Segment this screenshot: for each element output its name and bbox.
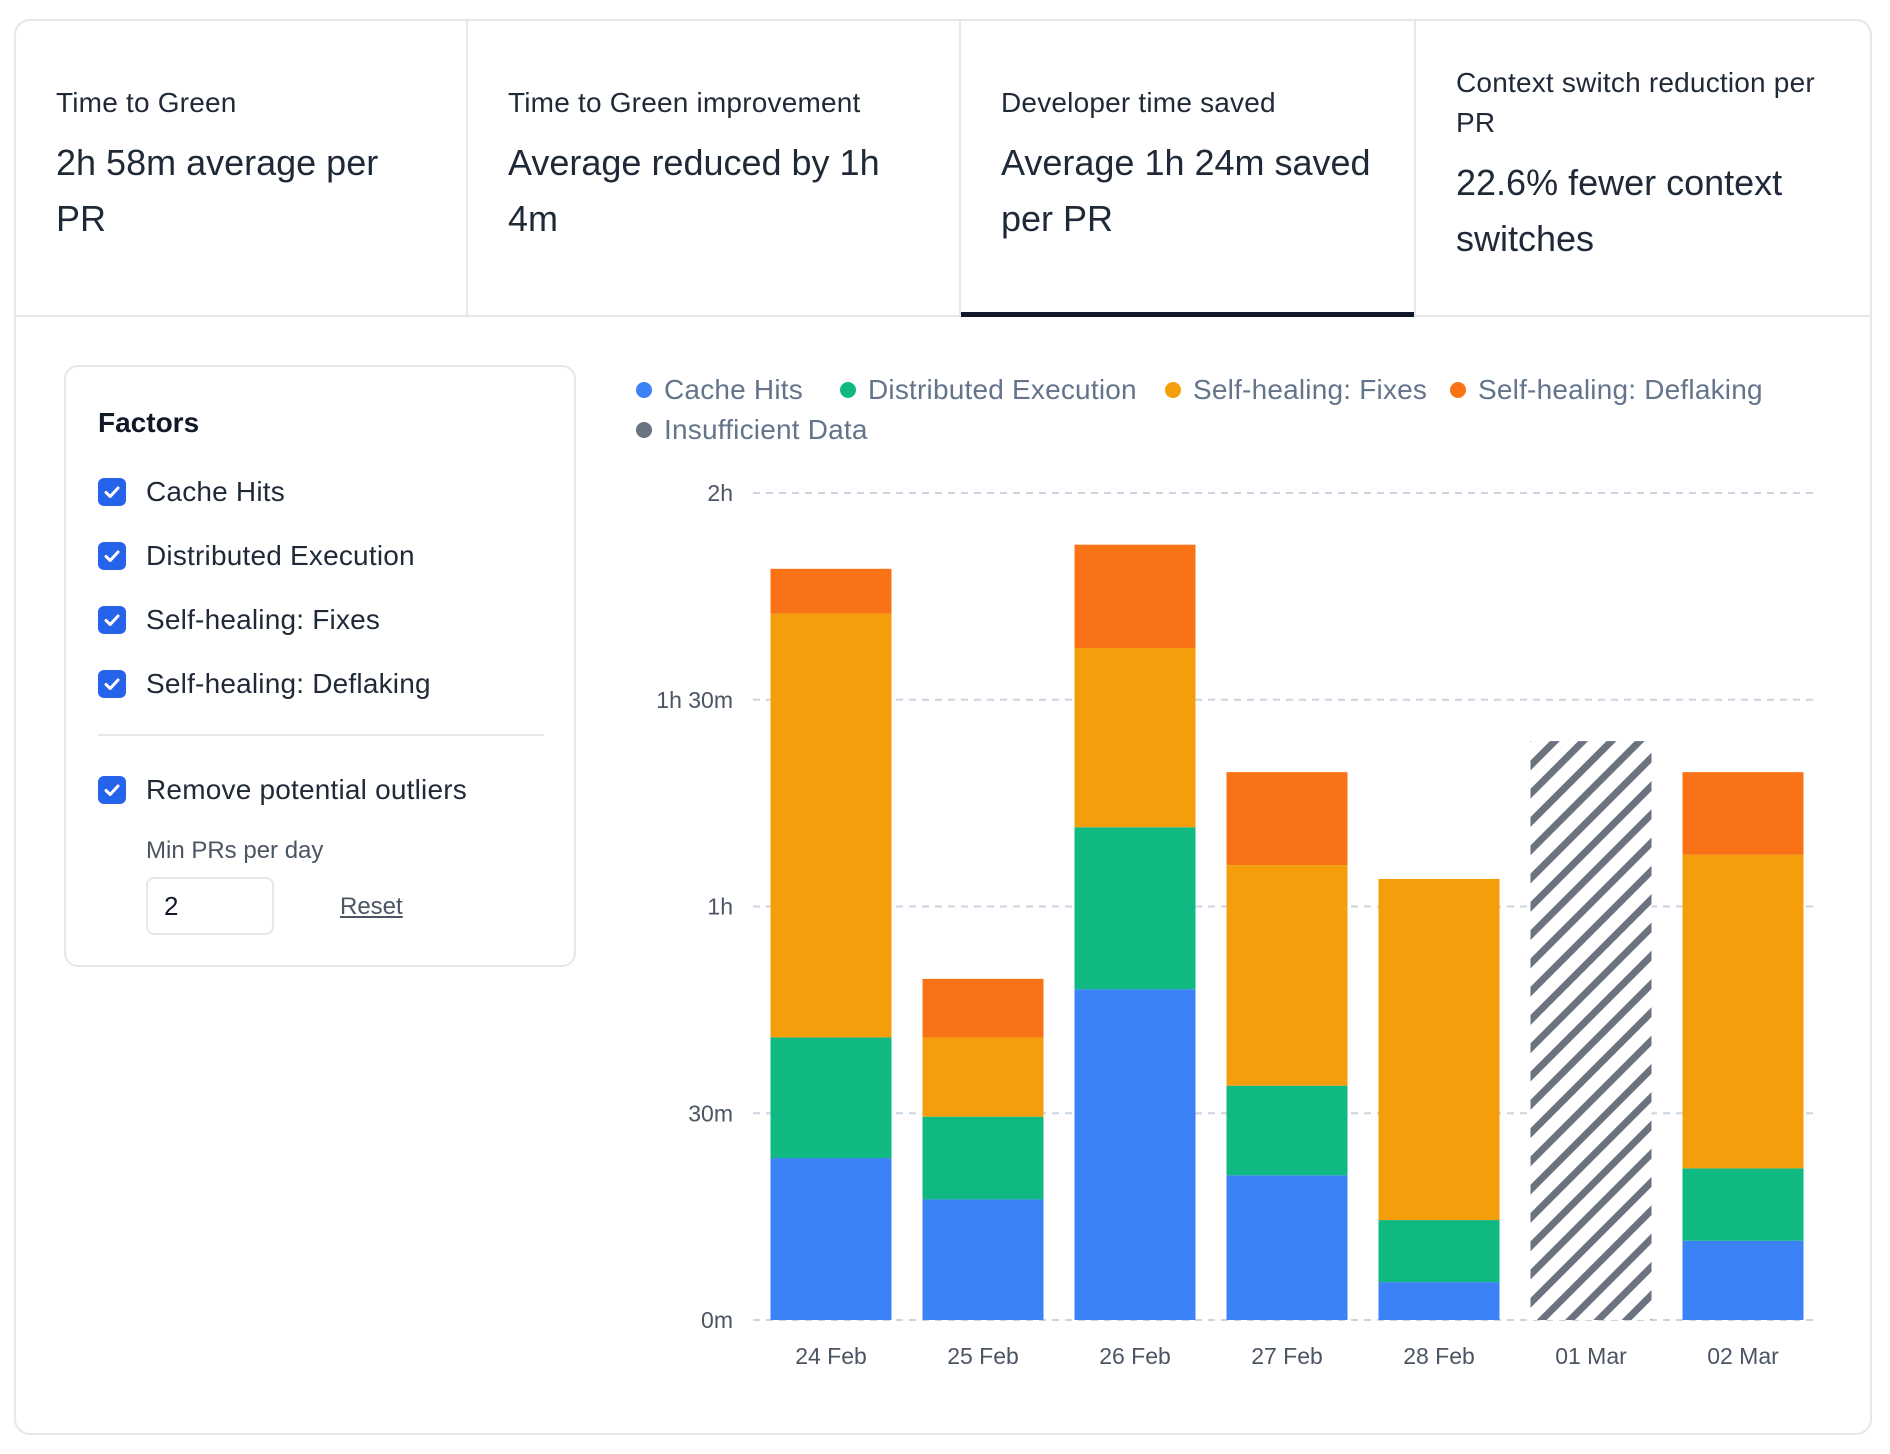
legend-dot [1165,382,1181,398]
legend-dot [840,382,856,398]
bar-segment-distributed-execution[interactable] [1074,827,1196,990]
bar-segment-cache-hits[interactable] [1682,1240,1804,1320]
factors-title: Factors [98,407,200,438]
factor-self-healing-deflaking[interactable]: Self-healing: Deflaking [98,664,431,704]
bar-segment-self-healing-fixes[interactable] [1682,854,1804,1169]
check-icon[interactable] [98,542,126,570]
factor-distributed-execution[interactable]: Distributed Execution [98,536,415,576]
tab-label: Developer time saved [1001,87,1276,118]
check-icon[interactable] [98,776,126,804]
tab-time-to-green[interactable]: Time to Green 2h 58m average per PR [16,21,468,315]
bar-segment-distributed-execution[interactable] [1226,1085,1348,1176]
remove-outliers-checkbox[interactable]: Remove potential outliers [98,770,467,810]
x-tick-label: 26 Feb [1099,1343,1171,1369]
bar-segment-self-healing-fixes[interactable] [1226,865,1348,1086]
checkbox-label: Cache Hits [146,476,285,507]
bar-segment-cache-hits[interactable] [770,1158,892,1320]
min-prs-input[interactable]: 2 [146,877,274,935]
bar-segment-self-healing-deflaking[interactable] [770,568,892,614]
bar-segment-distributed-execution[interactable] [1682,1168,1804,1241]
x-tick-label: 25 Feb [947,1343,1019,1369]
reset-link[interactable]: Reset [340,893,403,920]
x-tick-label: 28 Feb [1403,1343,1475,1369]
bar-segment-distributed-execution[interactable] [922,1116,1044,1200]
check-icon[interactable] [98,478,126,506]
y-tick-label: 1h [707,894,733,920]
y-tick-label: 2h [707,480,733,506]
x-tick-label: 24 Feb [795,1343,867,1369]
checkbox-label: Distributed Execution [146,540,415,571]
bar-segment-insufficient-data[interactable] [1530,741,1652,1320]
bar-segment-self-healing-fixes[interactable] [1378,878,1500,1221]
bar-segment-self-healing-deflaking[interactable] [1682,772,1804,855]
factor-cache-hits[interactable]: Cache Hits [98,472,285,512]
legend-label: Cache Hits [664,374,803,405]
tab-value: Average reduced by 1h 4m [508,142,880,239]
bar-segment-cache-hits[interactable] [1226,1175,1348,1320]
legend-label: Insufficient Data [664,414,868,445]
bar-segment-distributed-execution[interactable] [1378,1220,1500,1283]
bar-segment-cache-hits[interactable] [1074,989,1196,1320]
tab-value: Average 1h 24m saved per PR [1001,142,1371,239]
tab-time-to-green-improvement[interactable]: Time to Green improvement Average reduce… [468,21,961,315]
factors-divider [98,734,544,736]
factors-panel: Factors Cache Hits Distributed Execution… [64,365,576,967]
tab-label: Time to Green improvement [508,87,861,118]
y-tick-label: 0m [701,1307,733,1333]
bar-segment-self-healing-deflaking[interactable] [1074,544,1196,649]
min-prs-label: Min PRs per day [146,837,324,864]
metric-tabs: Time to Green 2h 58m average per PR Time… [16,21,1870,317]
checkbox-label: Self-healing: Fixes [146,604,381,635]
check-icon[interactable] [98,606,126,634]
x-tick-label: 27 Feb [1251,1343,1323,1369]
bar-segment-self-healing-deflaking[interactable] [922,978,1044,1038]
legend-item-self-healing-deflaking[interactable]: Self-healing: Deflaking [1450,374,1763,406]
bar-segment-self-healing-deflaking[interactable] [1226,772,1348,866]
check-icon[interactable] [98,670,126,698]
x-tick-label: 01 Mar [1555,1343,1627,1369]
tab-value: 2h 58m average per PR [56,142,379,239]
checkbox-label: Remove potential outliers [146,774,467,805]
legend-item-cache-hits[interactable]: Cache Hits [636,374,803,406]
legend-item-self-healing-fixes[interactable]: Self-healing: Fixes [1165,374,1427,406]
legend-item-insufficient-data[interactable]: Insufficient Data [636,414,868,446]
legend-label: Distributed Execution [868,374,1137,405]
bar-segment-self-healing-fixes[interactable] [1074,648,1196,828]
bar-segment-self-healing-fixes[interactable] [770,613,892,1038]
bar-segment-distributed-execution[interactable] [770,1037,892,1159]
bar-segment-cache-hits[interactable] [922,1199,1044,1320]
legend-dot [1450,382,1466,398]
legend-item-distributed-execution[interactable]: Distributed Execution [840,374,1137,406]
legend-label: Self-healing: Fixes [1193,374,1428,405]
bar-segment-cache-hits[interactable] [1378,1282,1500,1320]
tab-context-switch-reduction[interactable]: Context switch reduction per PR 22.6% fe… [1416,21,1870,315]
checkbox-label: Self-healing: Deflaking [146,668,431,699]
factor-self-healing-fixes[interactable]: Self-healing: Fixes [98,600,380,640]
y-tick-label: 1h 30m [656,687,733,713]
bar-segment-self-healing-fixes[interactable] [922,1037,1044,1117]
tab-label: Time to Green [56,87,237,118]
x-tick-label: 02 Mar [1707,1343,1779,1369]
legend-dot [636,382,652,398]
y-tick-label: 30m [688,1100,733,1126]
tab-developer-time-saved[interactable]: Developer time saved Average 1h 24m save… [961,21,1416,317]
legend-label: Self-healing: Deflaking [1478,374,1763,405]
tab-label: Context switch reduction per PR [1456,67,1815,138]
legend-dot [636,422,652,438]
tab-value: 22.6% fewer context switches [1456,162,1783,259]
